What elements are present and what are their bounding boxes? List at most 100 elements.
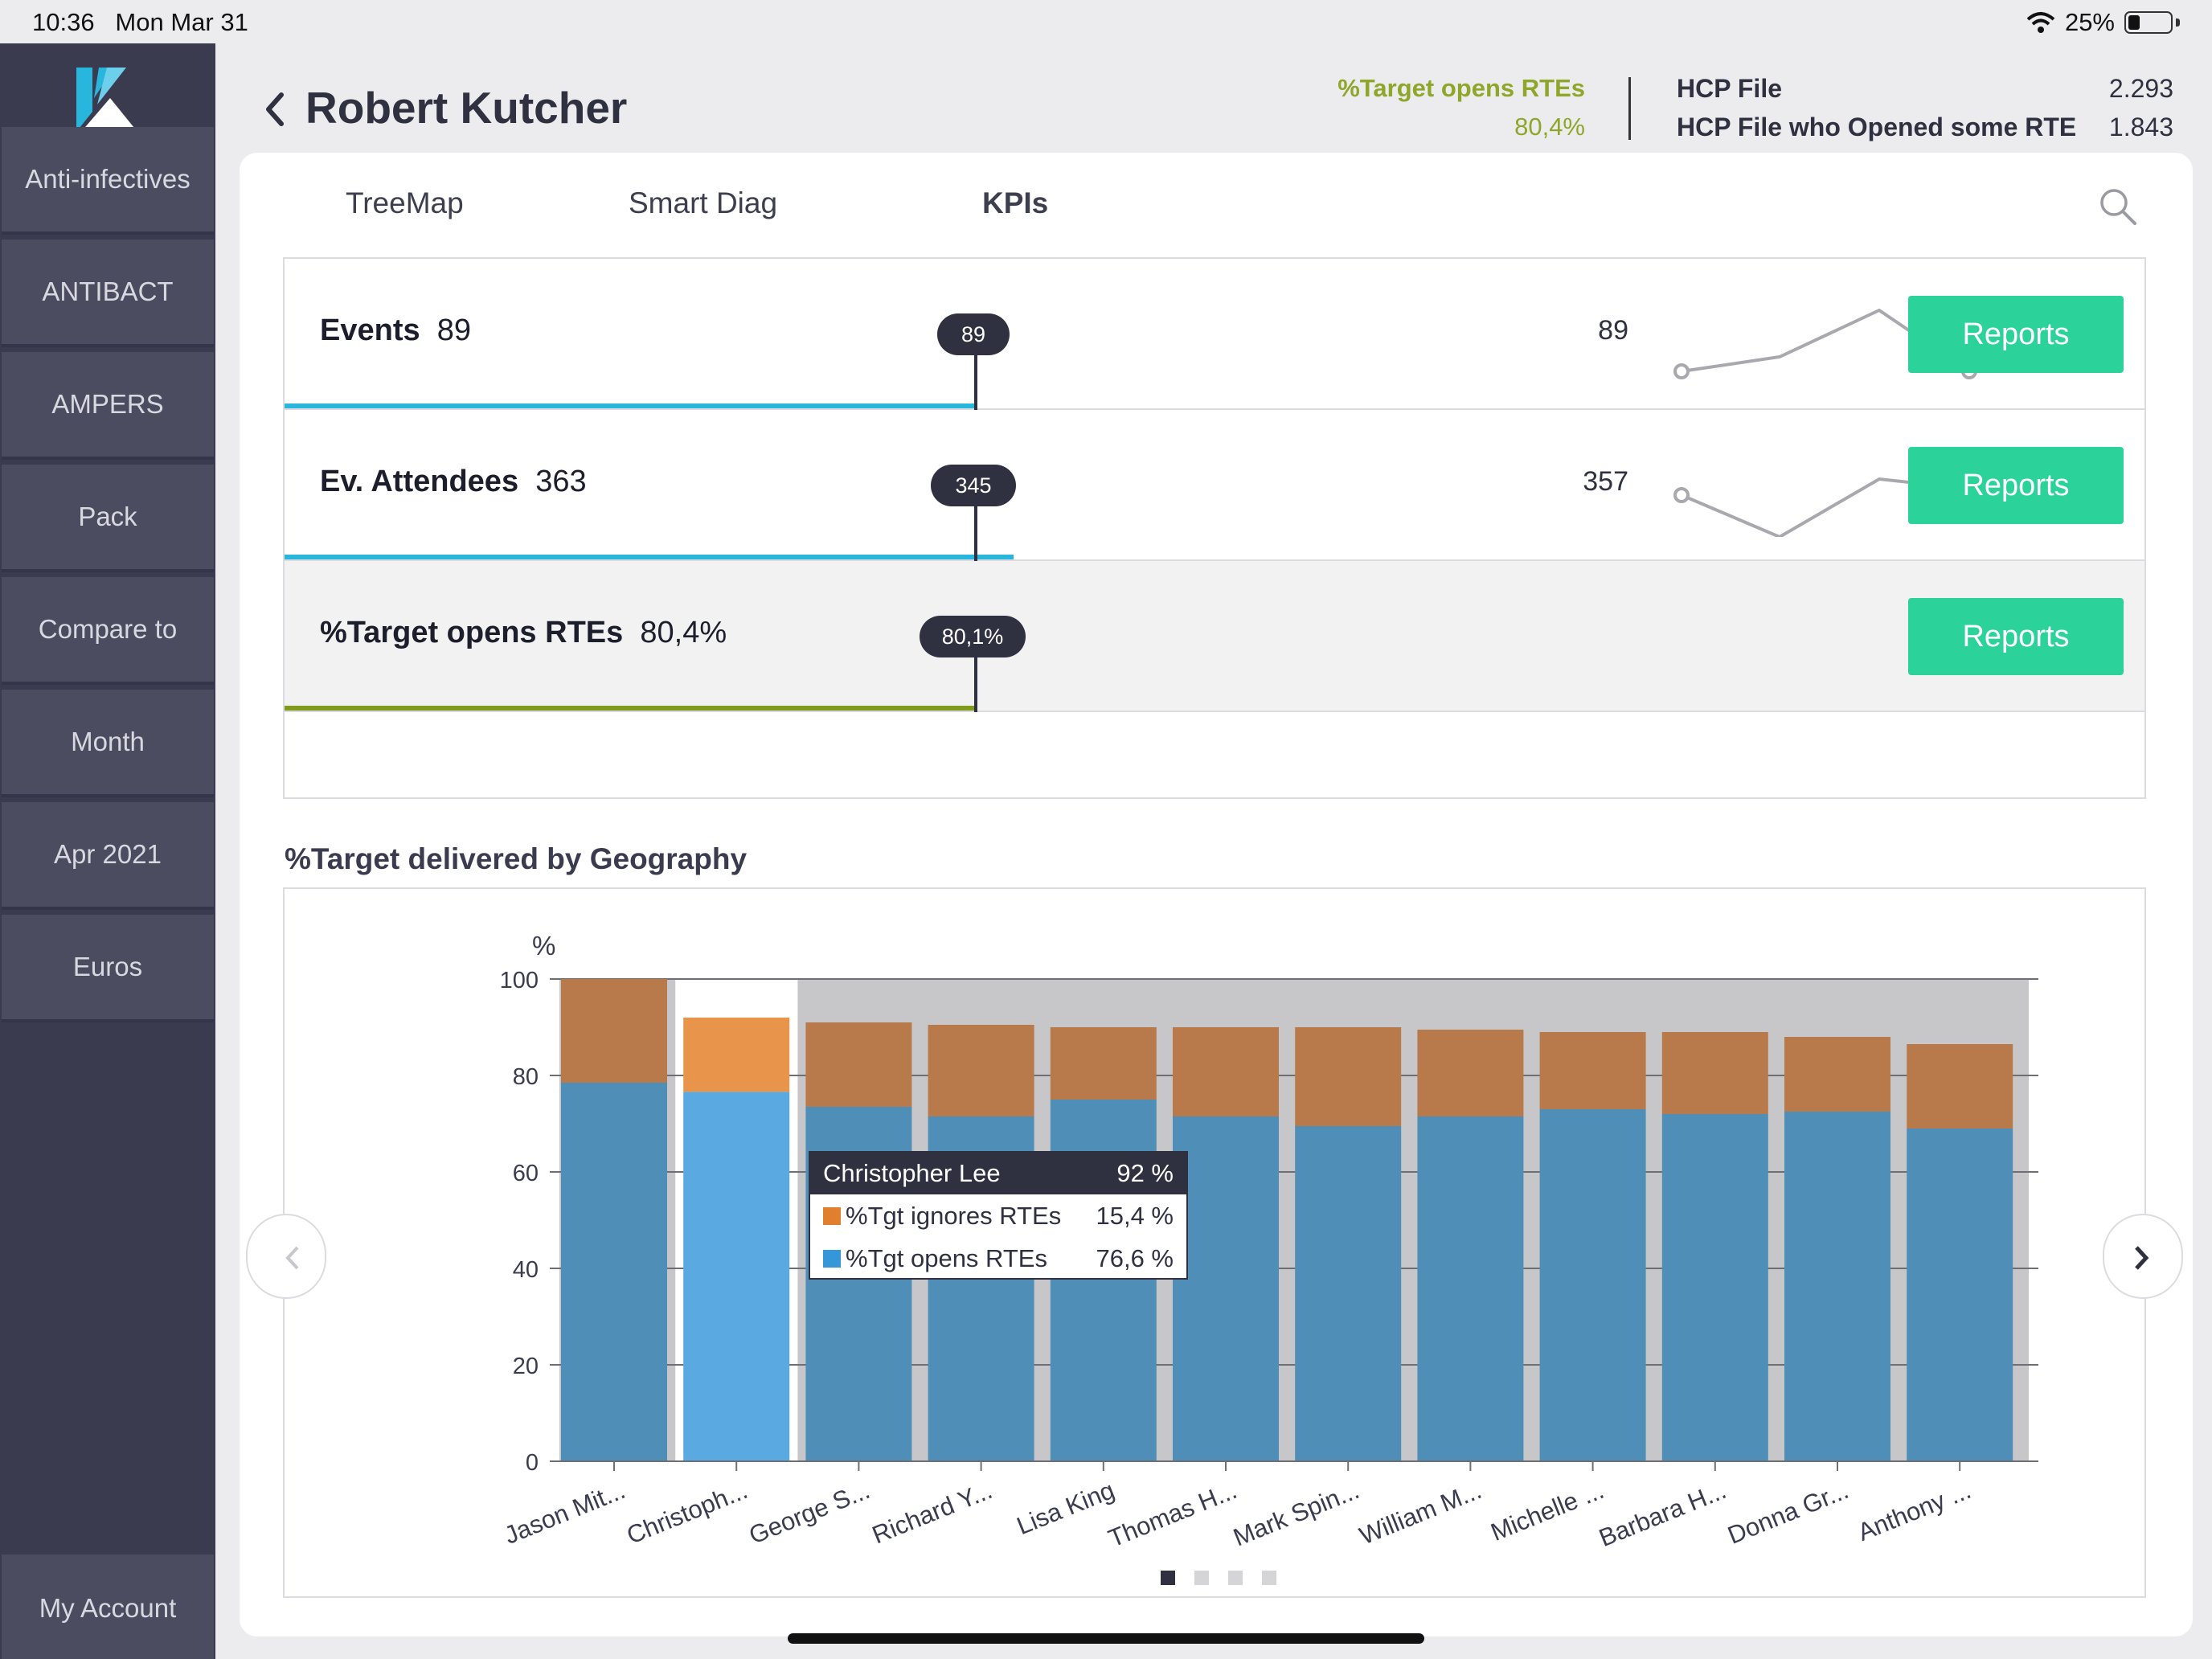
kpi-progress-bar — [285, 706, 977, 711]
kpi-row-events: Events 89 89 89 89 Reports — [285, 259, 2144, 410]
hcp-opened-value: 1.843 — [2108, 113, 2173, 141]
tooltip-row-ignores: %Tgt ignores RTEs 15,4 % — [810, 1194, 1186, 1237]
status-time: 10:36 Mon Mar 31 — [32, 8, 248, 36]
bar-opens[interactable] — [1784, 1112, 1890, 1461]
sidebar-item-apr-2021[interactable]: Apr 2021 — [2, 802, 214, 910]
tooltip-row-value: 15,4 % — [1096, 1201, 1174, 1230]
home-indicator[interactable] — [788, 1633, 1424, 1644]
kpi-name: %Target opens RTEs — [320, 616, 624, 649]
status-bar: 10:36 Mon Mar 31 25% — [0, 0, 2212, 45]
y-tick-label: 80 — [513, 1064, 539, 1090]
bar-ignores[interactable] — [1539, 1032, 1646, 1109]
bar-ignores[interactable] — [1295, 1027, 1402, 1126]
hcp-file-label: HCP File — [1677, 74, 1782, 103]
reports-button[interactable]: Reports — [1908, 598, 2124, 675]
page-dot[interactable] — [1228, 1571, 1243, 1585]
bar-ignores[interactable] — [1784, 1037, 1890, 1112]
bar-opens[interactable] — [1539, 1109, 1646, 1461]
sidebar-item-anti-infectives[interactable]: Anti-infectives — [2, 127, 214, 235]
bar-opens[interactable] — [1661, 1114, 1768, 1461]
hcp-opened-label: HCP File who Opened some RTE — [1677, 113, 2077, 141]
y-tick-label: 20 — [513, 1354, 539, 1379]
reports-button[interactable]: Reports — [1908, 296, 2124, 373]
bar-opens[interactable] — [1907, 1129, 2013, 1461]
x-tick-label: William M... — [1355, 1476, 1485, 1550]
sidebar-item-pack[interactable]: Pack — [2, 465, 214, 572]
reports-button[interactable]: Reports — [1908, 447, 2124, 524]
kpi-name: Events — [320, 313, 420, 347]
kpi-progress-bar — [285, 555, 1014, 559]
kpi-value: 363 — [535, 465, 587, 498]
tab-smart-diag[interactable]: Smart Diag — [629, 186, 778, 219]
header-divider — [1628, 77, 1631, 140]
header-kpi-label: %Target opens RTEs — [1337, 74, 1585, 102]
plot-background — [559, 979, 2029, 1461]
chart-section-title: %Target delivered by Geography — [285, 842, 748, 875]
tooltip-row-value: 76,6 % — [1096, 1243, 1174, 1272]
x-tick-label: Richard Y... — [868, 1476, 996, 1549]
kpi-value: 89 — [436, 313, 472, 347]
x-tick-label: George S... — [745, 1476, 874, 1550]
bar-opens[interactable] — [561, 1083, 667, 1461]
x-tick-label: Mark Spin... — [1229, 1476, 1362, 1551]
bar-opens[interactable] — [1417, 1116, 1524, 1461]
chart-next-button[interactable] — [2103, 1214, 2183, 1299]
kpi-target-marker — [974, 484, 977, 561]
x-tick-label: Donna Gr... — [1724, 1476, 1853, 1550]
hcp-file-value: 2.293 — [2108, 74, 2173, 103]
kpi-value: 80,4% — [640, 616, 727, 649]
kpi-list: Events 89 89 89 89 Reports Ev. Attendees… — [283, 257, 2146, 799]
x-tick-label: Christoph... — [623, 1476, 752, 1550]
bar-ignores[interactable] — [805, 1022, 912, 1107]
y-tick-label: 100 — [500, 968, 539, 993]
tooltip-row-label: %Tgt opens RTEs — [846, 1243, 1047, 1272]
bar-ignores[interactable] — [1050, 1027, 1157, 1100]
chart-container: 0 20 40 60 80 100% Jason Mit... Christoph... Geo… — [283, 887, 2146, 1598]
chart-prev-button[interactable] — [246, 1214, 326, 1299]
bar-ignores[interactable] — [1661, 1032, 1768, 1114]
kpi-target-marker — [974, 635, 977, 712]
kpi-progress-bar — [285, 403, 977, 408]
chevron-left-icon — [285, 1246, 299, 1270]
legend-swatch — [823, 1206, 841, 1225]
page-dot[interactable] — [1194, 1571, 1209, 1585]
battery-icon — [2124, 11, 2173, 34]
y-tick-label: 60 — [513, 1161, 539, 1186]
sidebar-item-antibact[interactable]: ANTIBACT — [2, 240, 214, 347]
bar-ignores[interactable] — [1417, 1030, 1524, 1116]
x-tick-label: Anthony ... — [1854, 1476, 1975, 1546]
x-tick-label: Barbara H... — [1595, 1476, 1730, 1552]
page-dot[interactable] — [1262, 1571, 1276, 1585]
sidebar-item-euros[interactable]: Euros — [2, 915, 214, 1022]
tab-kpis[interactable]: KPIs — [982, 186, 1049, 219]
stacked-bar-chart: 0 20 40 60 80 100% Jason Mit...Christoph...Geo… — [500, 931, 2038, 1553]
bar-ignores[interactable] — [1173, 1027, 1279, 1116]
kpi-target-pill: 89 — [937, 313, 1010, 355]
sidebar-item-month[interactable]: Month — [2, 690, 214, 797]
kpi-target-pill: 345 — [931, 465, 1016, 506]
bar-opens[interactable] — [683, 1092, 790, 1461]
my-account-button[interactable]: My Account — [2, 1555, 214, 1659]
sidebar-item-compare-to[interactable]: Compare to — [2, 577, 214, 685]
kpi-target-pill: 80,1% — [920, 616, 1026, 657]
bar-opens[interactable] — [1173, 1116, 1279, 1461]
header-kpi-value: 80,4% — [1514, 113, 1585, 141]
chevron-right-icon — [2135, 1246, 2149, 1270]
page-dot[interactable] — [1161, 1571, 1175, 1585]
tooltip-row-opens: %Tgt opens RTEs 76,6 % — [810, 1237, 1186, 1280]
tooltip-header: Christopher Lee 92 % — [810, 1153, 1186, 1194]
bar-opens[interactable] — [1295, 1126, 1402, 1461]
tab-treemap[interactable]: TreeMap — [346, 186, 464, 219]
search-icon[interactable] — [2098, 186, 2138, 227]
status-indicators: 25% — [2026, 8, 2180, 37]
kpi-target-marker — [974, 333, 977, 410]
sidebar: Anti-infectives ANTIBACT AMPERS Pack Compare… — [0, 43, 215, 1659]
y-axis-label: % — [532, 931, 555, 961]
back-chevron-icon[interactable] — [259, 87, 291, 132]
legend-swatch — [823, 1249, 841, 1268]
sidebar-item-ampers[interactable]: AMPERS — [2, 352, 214, 460]
bar-ignores[interactable] — [683, 1018, 790, 1092]
bar-ignores[interactable] — [561, 979, 667, 1083]
bar-ignores[interactable] — [928, 1025, 1034, 1116]
bar-ignores[interactable] — [1907, 1044, 2013, 1129]
